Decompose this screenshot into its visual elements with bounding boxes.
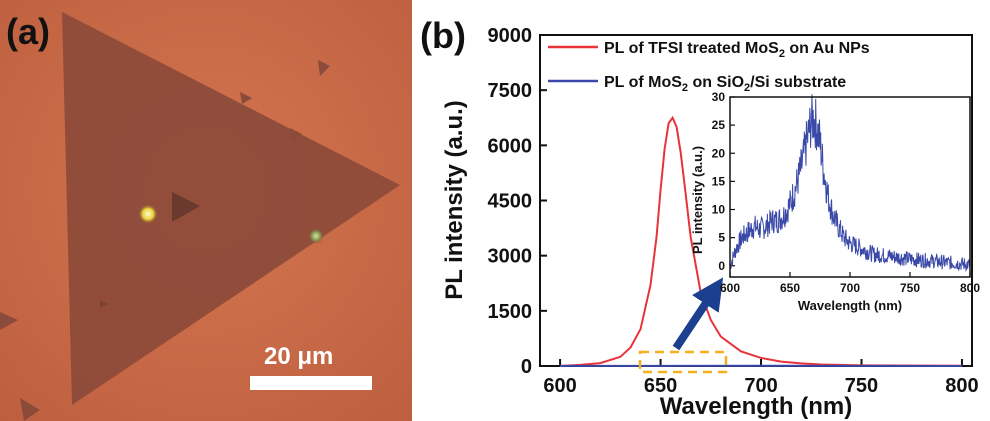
flake-fragment (172, 192, 200, 222)
inset-x-tick-label: 700 (840, 281, 860, 295)
y-tick-label: 0 (521, 356, 532, 378)
scale-bar-label: 20 μm (264, 343, 333, 370)
highlight-box (638, 350, 728, 374)
inset-x-tick-label: 800 (960, 281, 980, 295)
inset-y-tick-label: 10 (712, 203, 726, 217)
legend: PL of TFSI treated MoS2 on Au NPs PL of … (548, 40, 870, 94)
inset-y-axis-title: PL intensity (a.u.) (690, 146, 705, 254)
inset-x-ticks: 600 650 700 750 800 (720, 272, 980, 295)
legend-label-sio2: PL of MoS2 on SiO2/Si substrate (604, 74, 846, 94)
inset-x-tick-label: 600 (720, 281, 740, 295)
flake-fragment (20, 398, 40, 421)
x-tick-label: 700 (744, 375, 777, 397)
inset-frame (729, 96, 971, 278)
inset-y-ticks: 0 5 10 15 20 25 30 (712, 90, 735, 273)
flake-fragment (318, 60, 330, 76)
inset-y-tick-label: 5 (718, 231, 725, 245)
y-tick-label: 7500 (488, 80, 533, 102)
inset-x-tick-label: 650 (780, 281, 800, 295)
inset-x-axis-title: Wavelength (nm) (798, 298, 902, 313)
x-tick-label: 750 (845, 375, 878, 397)
x-tick-label: 800 (945, 375, 978, 397)
inset-y-tick-label: 25 (712, 118, 726, 132)
x-tick-label: 650 (644, 375, 677, 397)
series-line-tfsi (560, 115, 963, 367)
flake-fragment (100, 300, 108, 308)
inset-y-tick-label: 15 (712, 174, 726, 188)
inset-x-tick-label: 750 (900, 281, 920, 295)
x-tick-label: 600 (543, 375, 576, 397)
inset-background (730, 97, 970, 277)
flake-fragment (290, 128, 302, 142)
zoom-arrow (672, 277, 724, 351)
panel-label-b: (b) (420, 15, 466, 56)
bright-particle (308, 228, 324, 244)
legend-label-tfsi: PL of TFSI treated MoS2 on Au NPs (604, 40, 870, 60)
y-tick-label: 4500 (488, 191, 533, 213)
y-tick-label: 9000 (488, 25, 533, 47)
y-tick-label: 6000 (488, 135, 533, 157)
scale-bar (250, 376, 372, 390)
y-tick-label: 3000 (488, 246, 533, 268)
panel-a: (a) 20 μm (0, 0, 412, 421)
inset-series-line (729, 94, 971, 272)
bright-particle (138, 204, 158, 224)
flake-fragment (0, 312, 18, 330)
inset-y-tick-label: 30 (712, 90, 726, 104)
inset-y-tick-label: 20 (712, 146, 726, 160)
y-tick-label: 1500 (488, 301, 533, 323)
main-x-axis-title: Wavelength (nm) (660, 393, 852, 420)
inset-plot: 0 5 10 15 20 25 30 600 650 700 750 800 PL intensit… (690, 90, 980, 313)
inset-y-tick-label: 0 (718, 259, 725, 273)
mos2-flake (62, 12, 400, 405)
panel-label-a: (a) (6, 11, 50, 52)
main-y-axis-title: PL intensity (a.u.) (441, 100, 468, 300)
main-y-ticks: 0 1500 3000 4500 6000 7500 9000 (488, 25, 547, 378)
flake-fragment (240, 92, 252, 104)
